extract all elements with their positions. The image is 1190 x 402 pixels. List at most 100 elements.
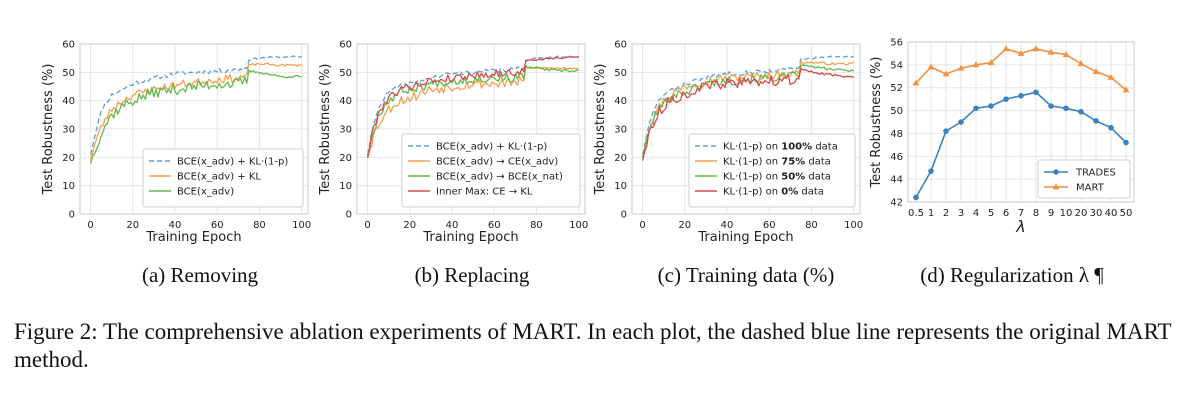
data-point [957,64,965,71]
legend-label: KL·(1-p) on 50% data [723,172,831,183]
legend-box [1037,159,1131,199]
y-tick-label: 40 [62,96,75,107]
y-tick-label: 20 [614,153,627,164]
y-tick-label: 10 [62,181,75,192]
legend-label: KL·(1-p) on 100% data [723,142,838,153]
x-tick-label: 2 [943,208,949,219]
y-tick-label: 50 [614,68,627,79]
data-point [942,70,950,77]
x-tick-label: 20 [126,220,139,231]
legend-marker [1053,169,1059,175]
panel-a-removing: 0 10 20 30 40 50 60 0 20 40 60 80 100 Training Epoch T… [41,40,311,288]
data-point [1047,48,1055,55]
plot-frame [907,41,1135,203]
series-line [366,55,579,155]
x-tick-label: 4 [973,208,979,219]
x-tick-label: 0 [364,220,370,231]
legend-box [142,148,304,208]
data-point [972,61,980,68]
y-tick-label: 30 [614,125,627,136]
y-tick-label: 30 [339,125,352,136]
x-axis-label: Training Epoch [145,230,241,245]
legend-label: BCE(x_adv) → BCE(x_nat) [436,172,563,183]
panel-c-training-data: 0 10 20 30 40 50 60 0 20 40 60 80 100 Training Epoch T… [593,40,863,288]
x-axis-label: λ [1015,217,1025,236]
y-axis-label: Test Robustness (%) [869,57,884,189]
x-tick-label: 7 [1018,208,1024,219]
data-point [1122,86,1130,93]
plot-frame [79,43,309,215]
y-tick-label: 40 [339,96,352,107]
data-point [1093,118,1099,124]
x-tick-label: 30 [1090,208,1103,219]
legend-marker [1052,183,1060,190]
data-point [973,105,979,112]
y-axis-label: Test Robustness (%) [41,64,56,196]
x-tick-label: 6 [1003,208,1009,219]
data-point [1123,139,1129,146]
y-tick-label: 60 [62,40,75,51]
data-point [1108,124,1114,131]
data-point [1062,50,1070,57]
legend-label: BCE(x_adv) → CE(x_adv) [436,157,558,168]
y-tick-label: 40 [614,96,627,107]
data-point [913,194,919,201]
y-axis-label: Test Robustness (%) [318,64,333,196]
legend-label: KL·(1-p) on 0% data [723,187,824,198]
plot-frame [356,43,586,215]
data-point [1017,49,1025,56]
data-point [1033,89,1039,96]
data-point [943,128,949,134]
data-point [1002,45,1010,52]
x-tick-label: 40 [169,220,182,231]
y-tick-label: 0 [69,210,75,221]
panel-subtitle: (c) Training data (%) [658,263,835,287]
y-tick-label: 50 [890,106,903,117]
panel-subtitle: (d) Regularization λ ¶ [920,263,1104,287]
x-tick-label: 20 [1075,208,1088,219]
x-tick-label: 0.5 [908,208,924,219]
y-tick-label: 44 [890,175,903,186]
x-tick-label: 3 [958,208,964,219]
x-tick-label: 10 [1060,208,1073,219]
data-point [1078,108,1084,115]
y-tick-label: 0 [346,210,352,221]
panel-b-replacing: 0 10 20 30 40 50 60 0 20 40 60 80 100 Training Epoch T… [318,40,588,288]
y-tick-label: 52 [890,83,903,94]
y-tick-label: 10 [614,181,627,192]
y-tick-label: 54 [890,60,903,71]
x-tick-label: 100 [569,220,588,231]
y-axis-label: Test Robustness (%) [593,64,608,196]
y-tick-label: 42 [890,198,903,209]
legend-label: KL·(1-p) on 75% data [723,157,831,168]
data-point [928,168,934,174]
y-tick-label: 60 [614,40,627,51]
x-tick-label: 100 [844,220,863,231]
data-point [1092,68,1100,75]
series-line [366,56,579,158]
data-point [1048,103,1054,109]
x-tick-label: 0 [639,220,645,231]
y-tick-label: 0 [621,210,627,221]
x-tick-label: 40 [446,220,459,231]
y-tick-label: 50 [62,68,75,79]
x-tick-label: 9 [1048,208,1054,219]
x-tick-label: 100 [292,220,311,231]
x-tick-label: 0 [87,220,93,231]
legend-label: BCE(x_adv) [177,187,234,198]
series-line [366,66,579,158]
series-line [89,62,303,161]
x-tick-label: 40 [721,220,734,231]
series-line [89,55,302,155]
figure-caption: Figure 2: The comprehensive ablation exp… [14,319,1172,372]
data-point [1003,96,1009,102]
series-line [641,67,855,161]
panel-subtitle: (b) Replacing [415,263,530,287]
plot-frame [631,43,861,215]
y-tick-label: 48 [890,129,903,140]
x-tick-label: 20 [678,220,691,231]
series-line [641,61,854,158]
legend-box [688,133,856,208]
